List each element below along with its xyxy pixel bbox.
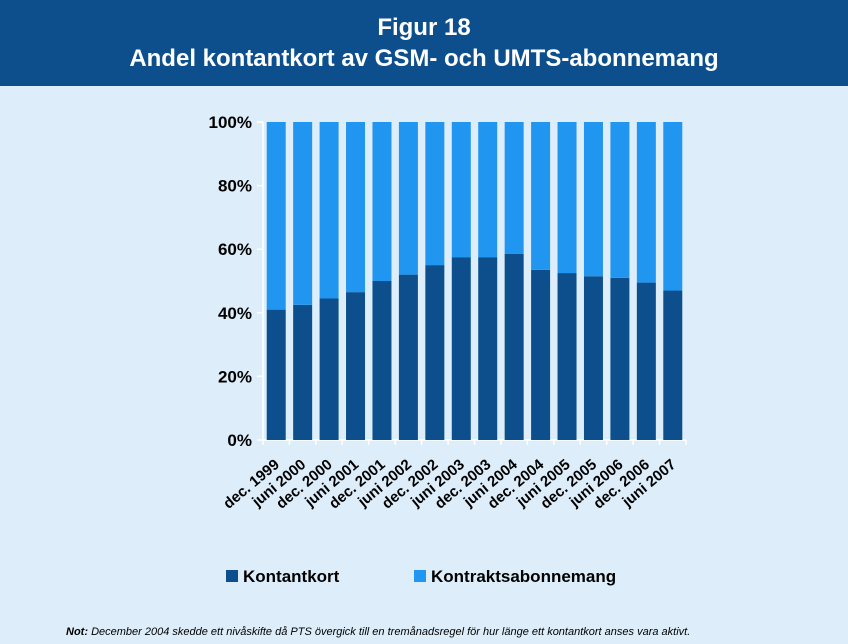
bar-kontraktsabonnemang bbox=[478, 122, 498, 258]
bar-kontantkort bbox=[398, 274, 418, 440]
bar-kontraktsabonnemang bbox=[557, 122, 577, 274]
bar-kontraktsabonnemang bbox=[266, 122, 286, 310]
footnote-text: December 2004 skedde ett nivåskifte då P… bbox=[91, 626, 691, 638]
y-tick-label: 0% bbox=[227, 431, 252, 450]
y-tick-label: 60% bbox=[218, 240, 252, 259]
bar-kontraktsabonnemang bbox=[610, 122, 630, 278]
bar-kontantkort bbox=[372, 281, 392, 440]
bar-kontantkort bbox=[663, 290, 683, 440]
bar-kontantkort bbox=[293, 304, 313, 440]
footnote-label: Not: bbox=[66, 626, 88, 638]
bar-kontraktsabonnemang bbox=[293, 122, 313, 305]
bar-kontraktsabonnemang bbox=[425, 122, 445, 266]
bar-kontraktsabonnemang bbox=[636, 122, 656, 283]
bar-kontantkort bbox=[319, 298, 339, 440]
bar-kontraktsabonnemang bbox=[504, 122, 524, 254]
legend-swatch bbox=[414, 570, 426, 582]
bar-kontantkort bbox=[531, 269, 551, 440]
figure-label: Figur 18 bbox=[377, 14, 471, 41]
bar-kontraktsabonnemang bbox=[583, 122, 603, 277]
y-tick-label: 80% bbox=[218, 177, 252, 196]
y-tick-label: 20% bbox=[218, 367, 252, 386]
bar-kontantkort bbox=[266, 309, 286, 440]
bar-kontraktsabonnemang bbox=[319, 122, 339, 299]
bar-kontantkort bbox=[425, 265, 445, 440]
bar-kontraktsabonnemang bbox=[372, 122, 392, 281]
legend-label: Kontraktsabonnemang bbox=[431, 567, 616, 586]
legend-label: Kontantkort bbox=[243, 567, 340, 586]
bar-kontantkort bbox=[478, 257, 498, 440]
y-tick-label: 40% bbox=[218, 304, 252, 323]
bar-kontantkort bbox=[451, 257, 471, 440]
chart-header: Figur 18 Andel kontantkort av GSM- och U… bbox=[0, 0, 848, 86]
bar-kontantkort bbox=[583, 276, 603, 440]
bar-kontantkort bbox=[504, 253, 524, 440]
bar-kontantkort bbox=[636, 282, 656, 440]
footnote: Not: December 2004 skedde ett nivåskifte… bbox=[66, 626, 846, 638]
bar-kontraktsabonnemang bbox=[346, 122, 366, 293]
bar-kontantkort bbox=[346, 292, 366, 440]
legend-swatch bbox=[226, 570, 238, 582]
bar-kontraktsabonnemang bbox=[531, 122, 551, 270]
bar-kontantkort bbox=[610, 277, 630, 440]
bar-kontraktsabonnemang bbox=[663, 122, 683, 291]
y-tick-label: 100% bbox=[209, 113, 252, 132]
bar-kontraktsabonnemang bbox=[451, 122, 471, 258]
chart-title: Andel kontantkort av GSM- och UMTS-abonn… bbox=[129, 45, 719, 72]
bar-kontraktsabonnemang bbox=[398, 122, 418, 275]
bar-kontantkort bbox=[557, 273, 577, 440]
